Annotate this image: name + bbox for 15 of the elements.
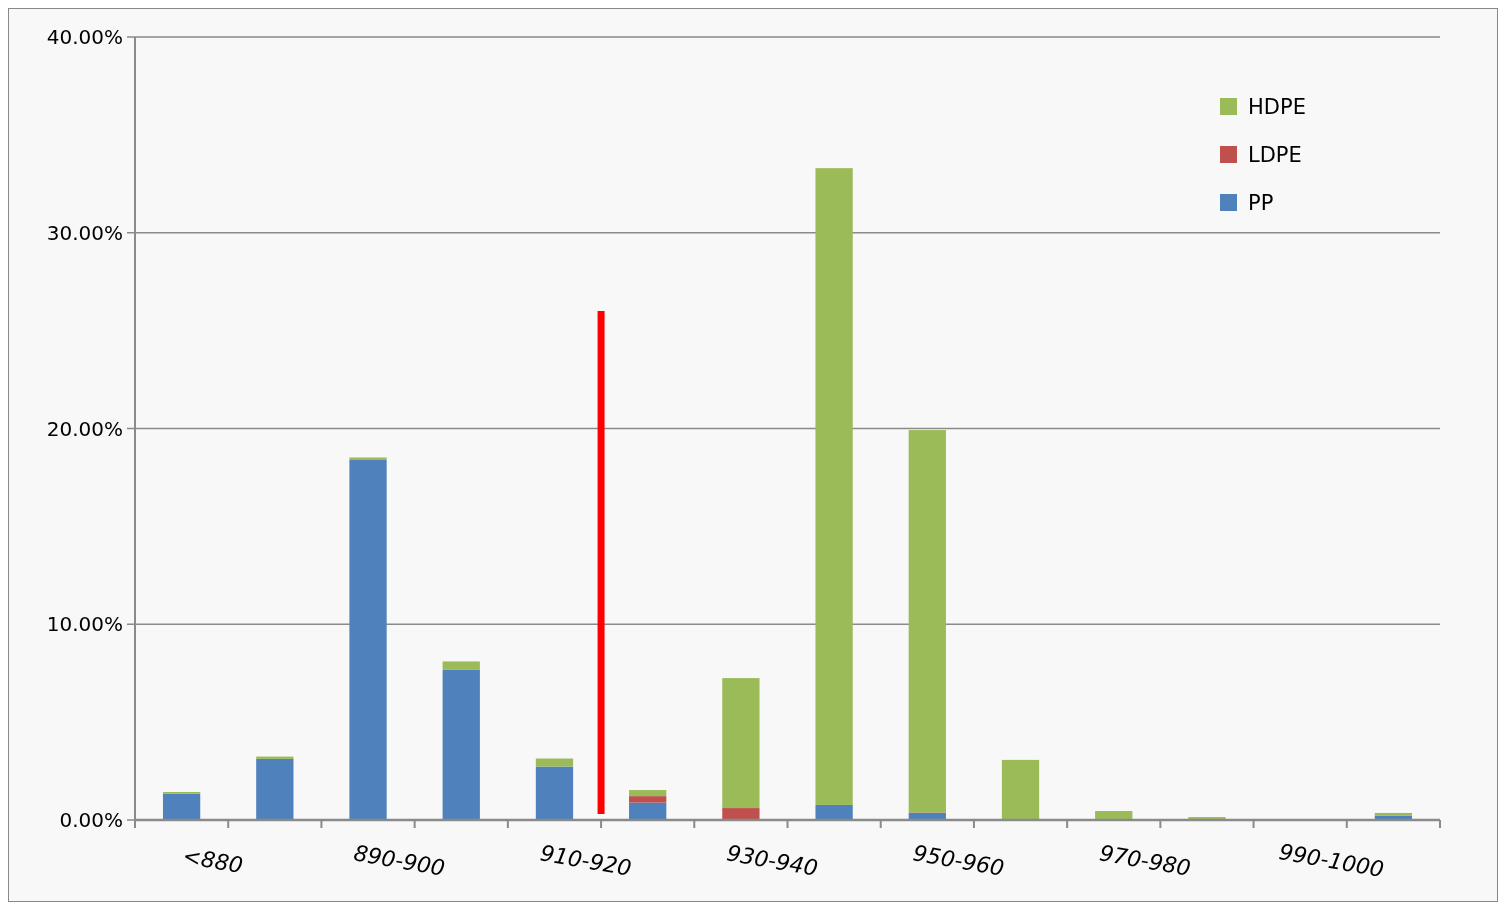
x-tick-label: 910-920	[538, 840, 634, 881]
y-tick-label: 0.00%	[59, 808, 123, 832]
y-tick-label: 40.00%	[46, 25, 123, 49]
y-tick-label: 20.00%	[46, 416, 123, 441]
x-tick-label: 930-940	[724, 840, 820, 881]
legend-label: HDPE	[1248, 95, 1306, 120]
x-tick-label: 890-900	[351, 840, 447, 881]
x-tick-label: <880	[180, 843, 245, 879]
x-tick-label: 970-980	[1097, 840, 1193, 881]
legend-label: PP	[1248, 191, 1274, 216]
x-tick-label: 950-960	[911, 840, 1007, 881]
legend-label: LDPE	[1248, 143, 1302, 168]
x-tick-label: 990-1000	[1277, 839, 1386, 883]
y-tick-label: 30.00%	[46, 220, 123, 245]
y-tick-label: 10.00%	[46, 612, 123, 637]
